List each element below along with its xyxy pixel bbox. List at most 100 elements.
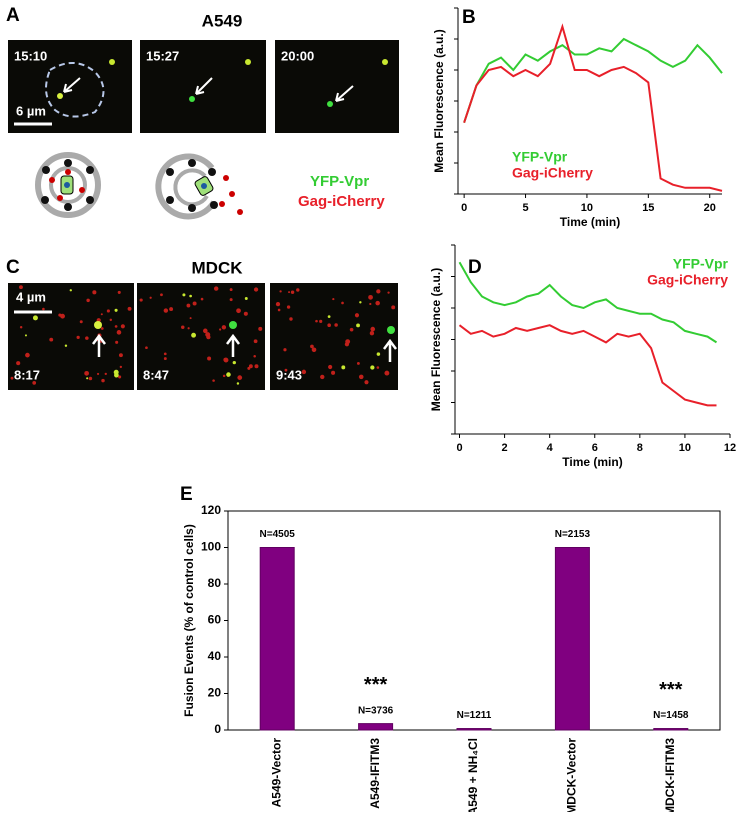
speckle bbox=[84, 370, 90, 376]
speckle bbox=[349, 327, 354, 332]
speckle bbox=[149, 296, 152, 299]
x-tick-label: MDCK-Vector bbox=[565, 738, 579, 812]
x-tick-label: 8 bbox=[637, 442, 643, 454]
speckle bbox=[254, 364, 259, 369]
speckle bbox=[205, 332, 211, 338]
speckle bbox=[222, 374, 226, 378]
speckle bbox=[243, 311, 248, 316]
timestamp: 8:17 bbox=[14, 367, 40, 382]
y-tick-label: 80 bbox=[208, 576, 222, 590]
speckle bbox=[181, 325, 185, 330]
speckle bbox=[370, 326, 376, 332]
x-tick-label: A549-IFITM3 bbox=[368, 738, 382, 809]
speckles bbox=[10, 285, 396, 385]
speckle bbox=[25, 352, 30, 358]
series-line bbox=[458, 324, 717, 407]
speckle bbox=[376, 366, 380, 369]
speckle bbox=[163, 352, 167, 356]
bar bbox=[653, 728, 689, 731]
x-tick-label: MDCK-IFITM3 bbox=[663, 738, 677, 812]
speckle bbox=[369, 302, 372, 306]
speckle bbox=[85, 336, 89, 340]
speckle bbox=[237, 375, 243, 380]
speckle bbox=[315, 319, 318, 323]
speckle bbox=[109, 318, 113, 322]
speckle bbox=[189, 294, 192, 298]
bar bbox=[554, 547, 590, 731]
speckle bbox=[169, 307, 174, 312]
y-axis-label: Fusion Events (% of control cells) bbox=[182, 524, 196, 717]
speckle bbox=[32, 315, 38, 321]
speckle bbox=[387, 291, 390, 294]
x-tick-label: A549-Vector bbox=[269, 738, 283, 808]
speckle bbox=[187, 327, 190, 330]
speckle bbox=[320, 374, 325, 380]
speckle bbox=[96, 372, 100, 375]
particle bbox=[382, 59, 388, 65]
y-tick-label: 100 bbox=[201, 540, 221, 554]
speckle bbox=[79, 320, 83, 324]
speckle bbox=[359, 301, 362, 304]
x-tick-label: 5 bbox=[522, 202, 528, 214]
speckle bbox=[288, 291, 291, 294]
micrograph bbox=[275, 40, 399, 133]
y-axis-label: Mean Fluorescence (a.u.) bbox=[429, 268, 443, 411]
speckle bbox=[370, 365, 375, 370]
speckle bbox=[160, 293, 163, 297]
speckle bbox=[69, 289, 72, 292]
speckle bbox=[86, 377, 89, 380]
cell-outline bbox=[45, 62, 105, 118]
particle bbox=[189, 96, 195, 102]
n-label: N=1211 bbox=[457, 710, 492, 721]
speckle bbox=[202, 328, 208, 334]
panel-label: E bbox=[180, 484, 193, 505]
particle bbox=[109, 59, 115, 65]
n-label: N=2153 bbox=[555, 529, 591, 540]
speckle bbox=[101, 378, 105, 383]
schematic bbox=[35, 152, 243, 220]
x-tick-label: 15 bbox=[642, 202, 654, 214]
timestamp: 20:00 bbox=[281, 48, 314, 63]
bar bbox=[456, 728, 492, 731]
speckle bbox=[391, 305, 396, 310]
speckle bbox=[127, 306, 132, 311]
speckle bbox=[376, 289, 381, 294]
speckle bbox=[236, 382, 240, 385]
speckle bbox=[232, 360, 236, 365]
legend-text: YFP-Vpr bbox=[310, 173, 369, 190]
series-line bbox=[463, 23, 723, 192]
speckle bbox=[182, 293, 186, 297]
panel-label: A bbox=[6, 5, 20, 26]
y-tick-label: 0 bbox=[214, 722, 221, 736]
speckle bbox=[328, 364, 333, 370]
particle bbox=[229, 321, 237, 329]
speckle bbox=[356, 361, 360, 365]
arrow bbox=[63, 77, 81, 93]
x-tick-label: 10 bbox=[679, 442, 691, 454]
speckle bbox=[106, 309, 110, 313]
speckle bbox=[118, 375, 122, 379]
speckle bbox=[229, 298, 233, 302]
speckle bbox=[113, 369, 119, 375]
speckle bbox=[207, 356, 212, 361]
bar bbox=[259, 547, 295, 731]
speckle bbox=[100, 313, 103, 316]
timestamp: 9:43 bbox=[276, 367, 302, 382]
scale-label: 6 µm bbox=[16, 103, 46, 118]
speckle bbox=[191, 332, 197, 338]
scale-label: 4 µm bbox=[16, 289, 46, 304]
panel-label: D bbox=[468, 257, 482, 278]
arrow bbox=[92, 333, 106, 357]
micrograph bbox=[8, 283, 134, 390]
speckle bbox=[341, 365, 346, 370]
speckle bbox=[64, 344, 68, 347]
y-tick-label: 60 bbox=[208, 613, 222, 627]
speckle bbox=[119, 365, 123, 369]
particle bbox=[327, 101, 333, 107]
speckle bbox=[332, 297, 335, 301]
legend-text: Gag-iCherry bbox=[647, 272, 728, 288]
speckle bbox=[248, 364, 253, 369]
speckle bbox=[311, 347, 317, 353]
speckle bbox=[117, 290, 121, 294]
speckle bbox=[354, 313, 360, 318]
